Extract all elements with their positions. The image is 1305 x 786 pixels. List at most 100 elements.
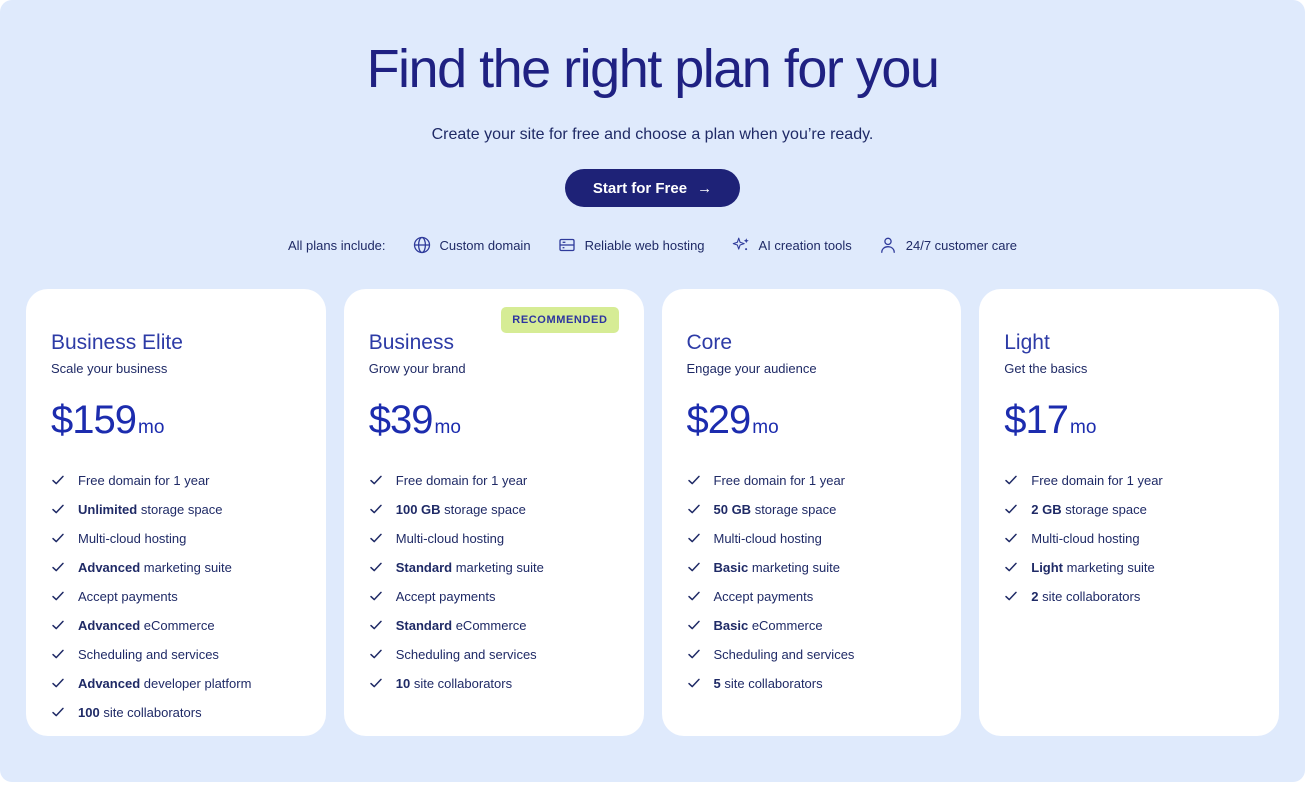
include-item-label: Custom domain (439, 237, 531, 253)
feature-text: Basic eCommerce (713, 617, 823, 633)
price-value: 159 (72, 398, 137, 443)
check-icon (51, 531, 65, 545)
check-icon (51, 502, 65, 516)
check-icon (369, 502, 383, 516)
plan-card: Business Elite Scale your business $159 m… (26, 289, 326, 737)
feature-item: Accept payments (687, 589, 937, 603)
feature-text: Light marketing suite (1031, 559, 1155, 575)
feature-text: Free domain for 1 year (1031, 472, 1163, 488)
price-value: 17 (1025, 398, 1069, 443)
check-icon (51, 589, 65, 603)
check-icon (51, 618, 65, 632)
feature-text: 5 site collaborators (713, 675, 823, 691)
feature-text: Free domain for 1 year (395, 472, 528, 488)
include-item-label: 24/7 customer care (905, 237, 1018, 253)
check-icon (369, 618, 383, 632)
feature-text: Advanced eCommerce (78, 617, 215, 633)
includes-label: All plans include: (287, 237, 386, 253)
check-icon (369, 676, 383, 690)
plan-name: Core (686, 331, 733, 355)
price-period: mo (752, 417, 779, 439)
feature-item: Free domain for 1 year (1004, 473, 1254, 487)
feature-text: Free domain for 1 year (78, 472, 210, 488)
feature-item: Advanced eCommerce (51, 618, 301, 632)
check-icon (687, 473, 701, 487)
check-icon (369, 473, 383, 487)
feature-item: Advanced marketing suite (51, 560, 301, 574)
plan-price: $39 mo (369, 398, 619, 443)
plan-name: Business Elite (51, 331, 183, 355)
include-item: AI creation tools (731, 235, 852, 255)
feature-item: Basic marketing suite (687, 560, 937, 574)
price-currency: $ (368, 398, 391, 443)
plan-name: Business (368, 331, 454, 355)
check-icon (51, 647, 65, 661)
plan-price: $17 mo (1004, 398, 1254, 443)
feature-text: 50 GB storage space (713, 501, 837, 517)
include-item: Custom domain (412, 235, 531, 255)
cta-label: Start for Free (592, 179, 688, 197)
plan-name: Light (1004, 331, 1050, 355)
check-icon (1004, 502, 1018, 516)
plan-cards: Business Elite Scale your business $159 m… (0, 289, 1305, 737)
check-icon (369, 531, 383, 545)
plan-price: $29 mo (687, 398, 937, 443)
feature-text: Scheduling and services (78, 646, 219, 662)
feature-item: 10 site collaborators (369, 676, 619, 690)
check-icon (687, 502, 701, 516)
feature-item: Scheduling and services (369, 647, 619, 661)
include-item-label: AI creation tools (758, 237, 852, 253)
feature-text: 2 GB storage space (1031, 501, 1147, 517)
feature-text: 100 GB storage space (395, 501, 526, 517)
plan-card: Light Get the basics $17 mo Free domain f… (979, 289, 1279, 737)
price-period: mo (1070, 417, 1097, 439)
all-plans-include-row: All plans include: Custom domain Reliabl… (0, 235, 1305, 255)
feature-item: Multi-cloud hosting (51, 531, 301, 545)
hero-section: Find the right plan for you Create your … (0, 0, 1305, 255)
feature-text: Standard marketing suite (395, 559, 544, 575)
feature-item: Advanced developer platform (51, 676, 301, 690)
feature-item: Scheduling and services (687, 647, 937, 661)
check-icon (687, 531, 701, 545)
feature-item: Free domain for 1 year (687, 473, 937, 487)
feature-item: Unlimited storage space (51, 502, 301, 516)
feature-item: 100 GB storage space (369, 502, 619, 516)
price-period: mo (434, 417, 461, 439)
start-for-free-button[interactable]: Start for Free → (564, 169, 741, 208)
feature-item: Light marketing suite (1004, 560, 1254, 574)
feature-text: 2 site collaborators (1031, 588, 1141, 604)
feature-text: Accept payments (713, 588, 814, 604)
check-icon (687, 676, 701, 690)
plan-tagline: Grow your brand (368, 361, 466, 377)
person-icon (878, 235, 898, 255)
feature-text: Unlimited storage space (78, 501, 223, 517)
feature-item: Free domain for 1 year (369, 473, 619, 487)
feature-item: Standard marketing suite (369, 560, 619, 574)
feature-text: Scheduling and services (713, 646, 855, 662)
feature-text: Accept payments (78, 588, 178, 604)
feature-text: 100 site collaborators (78, 704, 202, 720)
sparkles-icon (731, 235, 751, 255)
feature-list: Free domain for 1 year 2 GB storage spac… (1004, 473, 1254, 603)
feature-text: Free domain for 1 year (713, 472, 846, 488)
price-value: 39 (390, 398, 433, 443)
feature-item: 50 GB storage space (687, 502, 937, 516)
feature-list: Free domain for 1 year Unlimited storage… (51, 473, 301, 719)
feature-item: Multi-cloud hosting (1004, 531, 1254, 545)
feature-text: 10 site collaborators (395, 675, 513, 691)
include-item: 24/7 customer care (878, 235, 1017, 255)
feature-text: Accept payments (395, 588, 496, 604)
feature-list: Free domain for 1 year 50 GB storage spa… (687, 473, 937, 690)
check-icon (51, 676, 65, 690)
check-icon (369, 589, 383, 603)
recommended-badge: RECOMMENDED (501, 307, 619, 334)
check-icon (369, 560, 383, 574)
plan-tagline: Engage your audience (686, 361, 817, 377)
check-icon (51, 705, 65, 719)
include-item-label: Reliable web hosting (584, 237, 705, 253)
arrow-right-icon: → (697, 179, 713, 197)
feature-text: Advanced developer platform (78, 675, 252, 691)
feature-item: Scheduling and services (51, 647, 301, 661)
feature-text: Multi-cloud hosting (713, 530, 822, 546)
plan-card: Core Engage your audience $29 mo Free dom… (661, 289, 962, 737)
